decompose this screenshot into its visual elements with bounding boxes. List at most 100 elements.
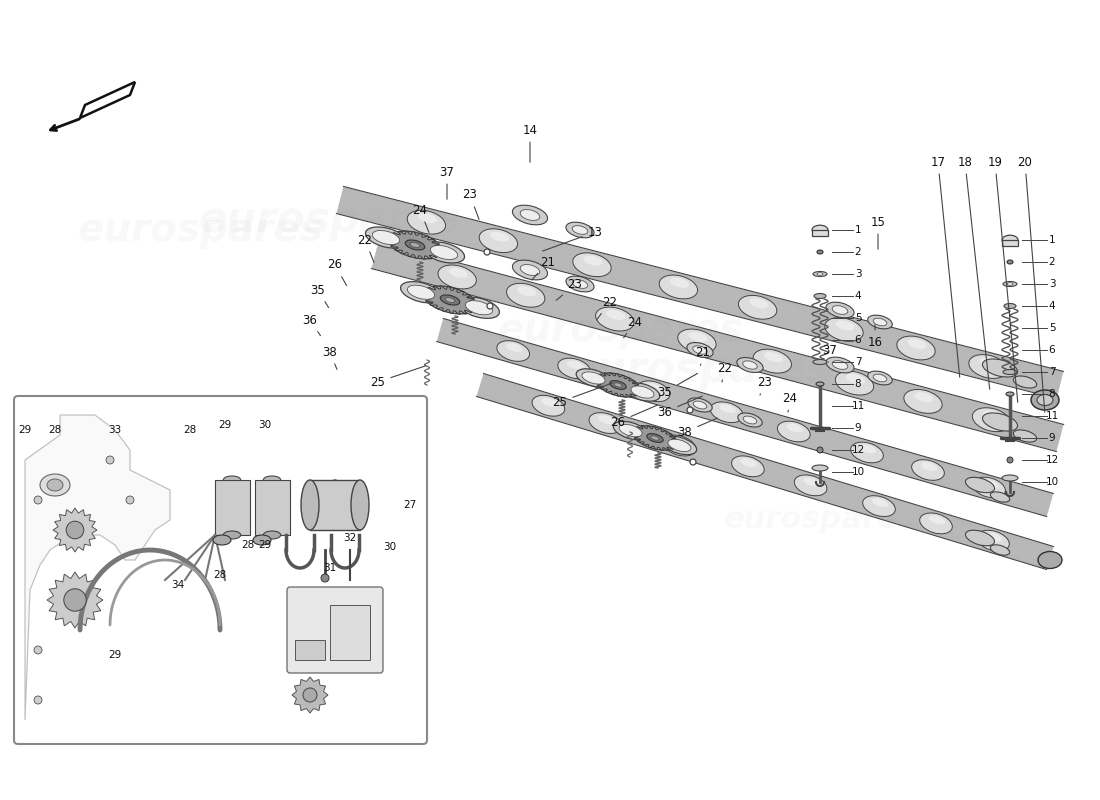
Text: 22: 22: [358, 234, 374, 262]
Ellipse shape: [565, 222, 594, 238]
Bar: [214, 480, 250, 535]
Ellipse shape: [407, 285, 434, 299]
Ellipse shape: [686, 342, 713, 358]
Ellipse shape: [659, 275, 697, 299]
Text: 24: 24: [412, 203, 429, 233]
Text: 30: 30: [384, 542, 397, 552]
Ellipse shape: [835, 371, 873, 395]
Circle shape: [64, 589, 86, 611]
Text: 31: 31: [323, 563, 337, 573]
Text: eurospares: eurospares: [497, 311, 742, 349]
Ellipse shape: [520, 265, 540, 275]
Text: 19: 19: [988, 155, 1018, 402]
Text: 3: 3: [1048, 279, 1055, 289]
Text: 22: 22: [717, 362, 733, 382]
Ellipse shape: [732, 456, 764, 477]
Circle shape: [487, 303, 493, 309]
Ellipse shape: [572, 226, 587, 234]
Ellipse shape: [351, 480, 369, 530]
Text: 23: 23: [758, 375, 772, 395]
Polygon shape: [595, 373, 641, 397]
Ellipse shape: [619, 425, 642, 437]
Ellipse shape: [850, 442, 883, 463]
Circle shape: [817, 447, 823, 453]
Ellipse shape: [742, 361, 757, 369]
Ellipse shape: [678, 329, 716, 353]
Text: 38: 38: [322, 346, 338, 370]
Ellipse shape: [1003, 282, 1018, 286]
Ellipse shape: [966, 530, 994, 546]
Ellipse shape: [405, 240, 425, 250]
Polygon shape: [80, 82, 135, 118]
Ellipse shape: [836, 321, 855, 330]
Text: 35: 35: [310, 283, 329, 308]
Text: 5: 5: [1048, 323, 1055, 333]
Text: 30: 30: [258, 420, 272, 430]
Circle shape: [302, 688, 317, 702]
Ellipse shape: [583, 256, 603, 266]
Ellipse shape: [513, 260, 548, 280]
Ellipse shape: [982, 359, 1018, 377]
Ellipse shape: [688, 398, 712, 412]
Ellipse shape: [872, 498, 888, 507]
Text: 16: 16: [868, 325, 882, 349]
Ellipse shape: [825, 318, 864, 342]
Ellipse shape: [582, 372, 605, 384]
Ellipse shape: [912, 460, 945, 480]
Ellipse shape: [986, 533, 1002, 542]
Ellipse shape: [1006, 282, 1013, 286]
Text: 28: 28: [48, 425, 62, 435]
Text: 23: 23: [463, 189, 478, 219]
Circle shape: [34, 696, 42, 704]
Ellipse shape: [424, 242, 464, 263]
Text: 33: 33: [109, 425, 122, 435]
Ellipse shape: [826, 357, 854, 373]
Ellipse shape: [786, 424, 803, 432]
Ellipse shape: [603, 378, 632, 393]
Ellipse shape: [928, 515, 945, 524]
Ellipse shape: [860, 445, 876, 454]
Text: 25: 25: [371, 366, 426, 389]
Ellipse shape: [541, 398, 558, 406]
Ellipse shape: [982, 413, 1018, 431]
Text: 11: 11: [1045, 411, 1058, 421]
Text: eurospares: eurospares: [198, 199, 462, 241]
Ellipse shape: [506, 343, 522, 352]
Text: 12: 12: [851, 445, 865, 455]
Ellipse shape: [813, 271, 827, 277]
Text: 34: 34: [172, 580, 185, 590]
Circle shape: [1006, 457, 1013, 463]
Bar: [330, 605, 370, 660]
Text: 10: 10: [1045, 477, 1058, 487]
Text: 35: 35: [658, 374, 697, 398]
Ellipse shape: [606, 310, 626, 320]
Ellipse shape: [532, 395, 564, 416]
Ellipse shape: [803, 478, 820, 486]
FancyBboxPatch shape: [14, 396, 427, 744]
Text: 6: 6: [1048, 345, 1055, 355]
Ellipse shape: [693, 346, 707, 354]
Ellipse shape: [263, 476, 280, 484]
Ellipse shape: [397, 236, 432, 254]
Ellipse shape: [1003, 370, 1018, 374]
Ellipse shape: [1013, 430, 1036, 442]
Text: 36: 36: [302, 314, 320, 336]
Text: 2: 2: [1048, 257, 1055, 267]
Text: eurospares: eurospares: [569, 349, 832, 391]
Text: 9: 9: [1048, 433, 1055, 443]
Ellipse shape: [595, 373, 640, 397]
Text: 7: 7: [1048, 367, 1055, 377]
Circle shape: [34, 646, 42, 654]
Ellipse shape: [778, 421, 811, 442]
Ellipse shape: [480, 229, 518, 253]
Ellipse shape: [904, 390, 943, 414]
Ellipse shape: [1002, 235, 1018, 245]
Bar: [255, 480, 290, 535]
Ellipse shape: [744, 416, 757, 424]
Text: 12: 12: [1045, 455, 1058, 465]
Ellipse shape: [1031, 390, 1059, 410]
Text: 21: 21: [532, 255, 556, 280]
Ellipse shape: [1002, 475, 1018, 481]
Ellipse shape: [972, 477, 1005, 498]
Ellipse shape: [990, 492, 1010, 502]
